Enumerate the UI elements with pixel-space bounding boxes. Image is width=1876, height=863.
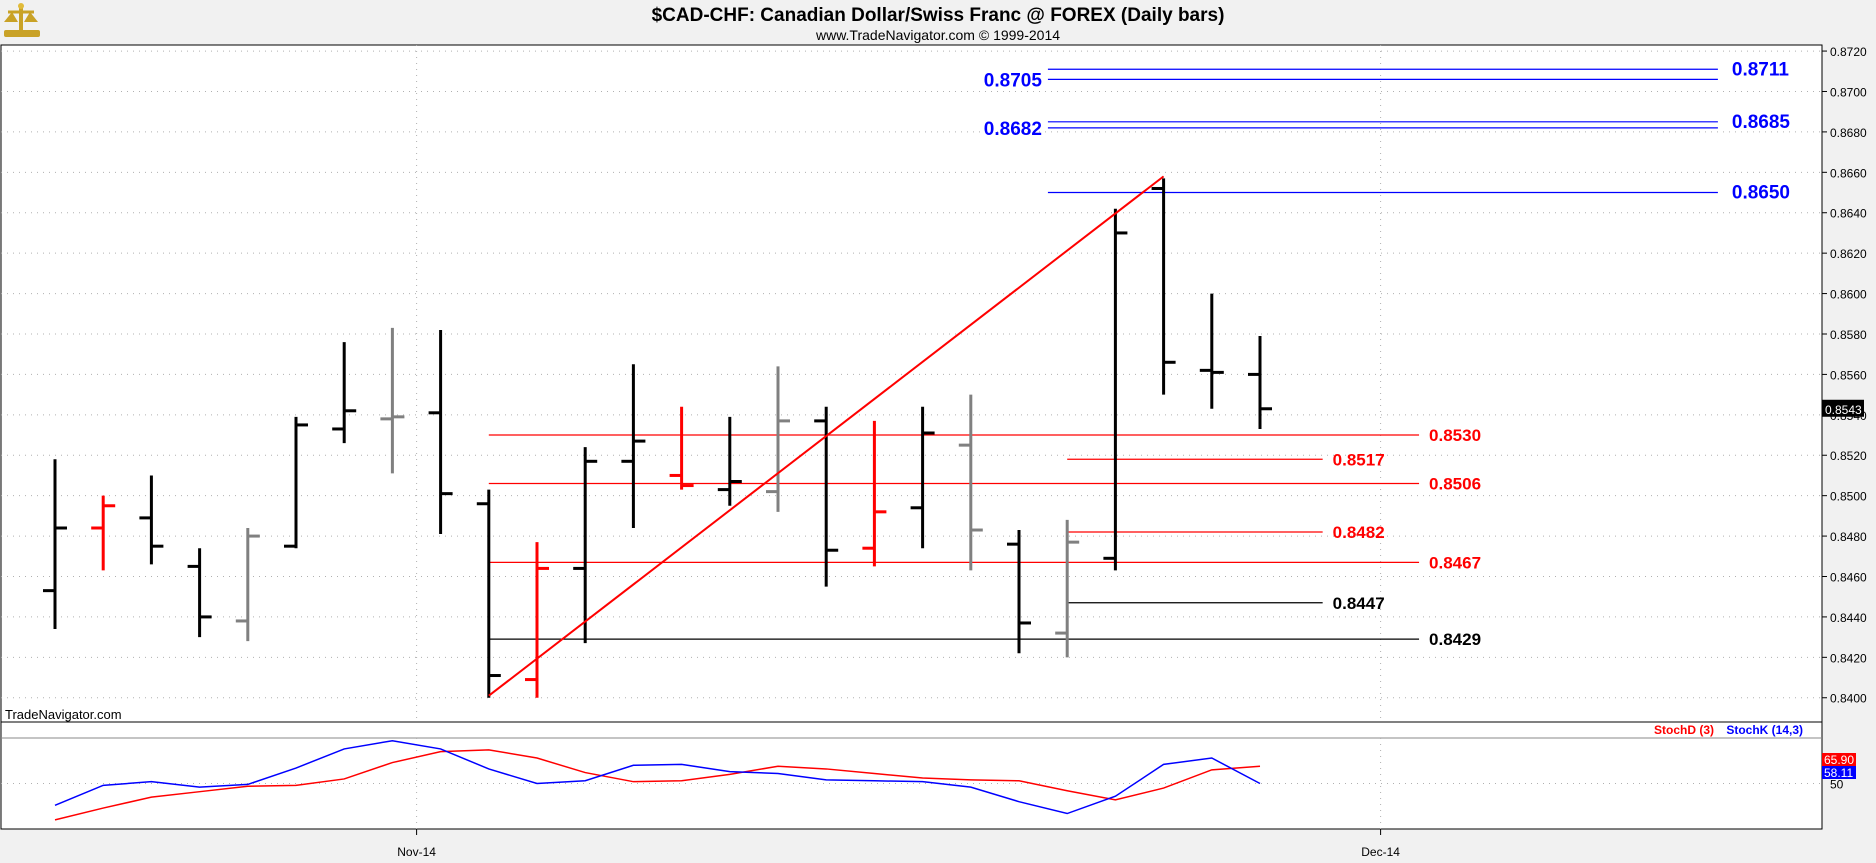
ohlc-bar xyxy=(284,416,308,549)
stochastic-tick-label: 50 xyxy=(1830,778,1844,792)
watermark: TradeNavigator.com xyxy=(5,707,122,722)
ohlc-bar xyxy=(621,364,646,528)
ohlc-bar xyxy=(1055,519,1080,658)
level-label: 0.8711 xyxy=(1732,59,1789,80)
ohlc-bar xyxy=(235,527,260,642)
trendline xyxy=(488,175,1165,697)
stochastic-legend-entry: StochK (14,3) xyxy=(1726,723,1803,737)
ohlc-bar xyxy=(1151,178,1176,395)
date-axis: Nov-14 Dec-14 xyxy=(397,829,1400,859)
date-tick-label: Nov-14 xyxy=(397,845,436,859)
stochastic-last-label: 65.90 xyxy=(1824,753,1854,767)
stochastic-last-box xyxy=(1822,766,1856,779)
price-tick-label: 0.8480 xyxy=(1830,530,1867,544)
ohlc-bar xyxy=(43,459,67,630)
ohlc-bar xyxy=(1007,530,1031,654)
stochastic-series-line xyxy=(54,739,1261,815)
stochastic-series-line xyxy=(54,749,1261,821)
stochastic-gridlines: 50 xyxy=(1,738,1844,829)
ohlc-bar xyxy=(573,447,598,644)
price-panel xyxy=(0,44,1823,723)
level-label: 0.8429 xyxy=(1429,630,1481,649)
level-label: 0.8530 xyxy=(1429,426,1481,445)
level-label: 0.8682 xyxy=(984,119,1042,140)
ohlc-bar xyxy=(958,394,983,571)
price-tick-label: 0.8600 xyxy=(1830,288,1867,302)
ohlc-bar xyxy=(1103,208,1128,571)
ohlc-bar xyxy=(766,366,790,512)
ohlc-bar xyxy=(1199,293,1224,409)
price-tick-label: 0.8420 xyxy=(1830,651,1867,665)
level-label: 0.8482 xyxy=(1333,523,1385,542)
last-price-box xyxy=(1822,399,1864,417)
stochastic-legend: StochD (3) StochK (14,3) xyxy=(1654,723,1803,737)
ohlc-bar xyxy=(380,327,405,474)
ohlc-bar xyxy=(476,489,501,698)
price-tick-label: 0.8560 xyxy=(1830,368,1867,382)
ohlc-bar xyxy=(862,420,887,567)
level-label: 0.8650 xyxy=(1732,183,1790,204)
price-tick-label: 0.8620 xyxy=(1830,247,1867,261)
price-bars xyxy=(43,178,1272,698)
scales-logo-icon xyxy=(4,3,40,37)
stochastic-panel xyxy=(0,721,1823,830)
level-label: 0.8685 xyxy=(1732,112,1791,133)
stochastic-last-label: 58.11 xyxy=(1824,766,1853,780)
price-tick-label: 0.8580 xyxy=(1830,328,1867,342)
ohlc-bar xyxy=(428,329,453,535)
level-label: 0.8467 xyxy=(1429,553,1481,572)
price-tick-label: 0.8440 xyxy=(1830,611,1867,625)
price-tick-label: 0.8660 xyxy=(1830,166,1867,180)
stochastic-legend-entry: StochD (3) xyxy=(1654,723,1714,737)
price-tick-label: 0.8500 xyxy=(1830,490,1867,504)
ohlc-bar xyxy=(91,495,116,571)
ohlc-bar xyxy=(717,416,742,506)
price-tick-label: 0.8640 xyxy=(1830,207,1867,221)
price-tick-label: 0.8460 xyxy=(1830,570,1867,584)
price-levels: 0.8711 0.8705 0.8685 0.8682 0.8650 0.8530 0.85… xyxy=(488,59,1791,649)
logo xyxy=(4,3,40,37)
ohlc-bar xyxy=(1248,336,1272,429)
price-tick-label: 0.8400 xyxy=(1830,692,1867,706)
price-tick-label: 0.8520 xyxy=(1830,449,1867,463)
chart-subtitle: www.TradeNavigator.com © 1999-2014 xyxy=(815,27,1060,43)
chart-title: $CAD-CHF: Canadian Dollar/Swiss Franc @ … xyxy=(652,5,1225,26)
level-label: 0.8705 xyxy=(984,70,1043,91)
last-price-marker: 0.8543 xyxy=(1822,399,1864,417)
ohlc-bar xyxy=(187,548,212,638)
price-gridlines xyxy=(1,45,1822,722)
ohlc-bar xyxy=(910,406,935,549)
last-price-label: 0.8543 xyxy=(1825,403,1862,417)
ohlc-bar xyxy=(525,542,549,698)
level-label: 0.8506 xyxy=(1429,475,1481,494)
stochastic-lines xyxy=(54,739,1261,821)
price-tick-label: 0.8720 xyxy=(1830,45,1867,59)
trendline-group xyxy=(488,175,1165,697)
price-tick-label: 0.8680 xyxy=(1830,126,1867,140)
level-label: 0.8447 xyxy=(1333,594,1385,613)
price-tick-label: 0.8700 xyxy=(1830,85,1867,99)
stochastic-last-box xyxy=(1822,753,1856,766)
date-tick-label: Dec-14 xyxy=(1361,845,1400,859)
ohlc-bar xyxy=(669,406,694,490)
ohlc-bar xyxy=(139,475,164,565)
ohlc-bar xyxy=(332,342,357,444)
level-label: 0.8517 xyxy=(1333,450,1385,469)
